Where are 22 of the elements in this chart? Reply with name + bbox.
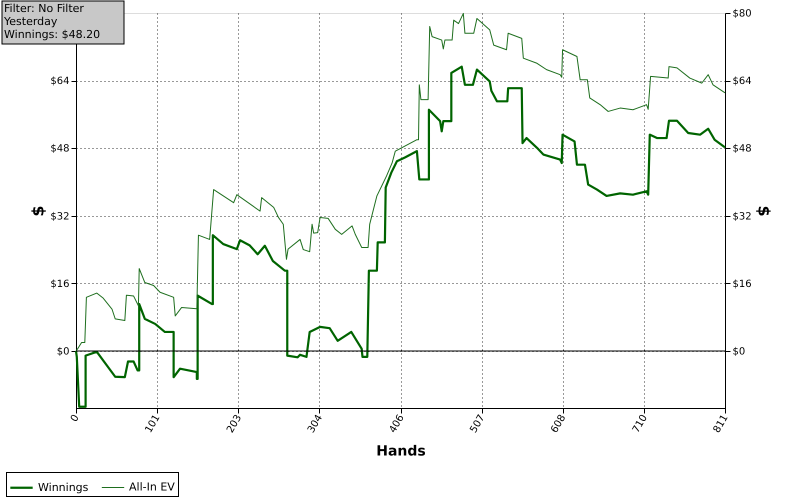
y2-tick-label: $48 [732,144,752,155]
annotation: Filter: No Filter [4,2,84,15]
annotation: Winnings: $48.20 [4,28,100,41]
y2-tick-label: $16 [732,278,752,290]
x-tick-label: 811 [712,413,731,436]
y-tick-label: $0 [56,346,70,358]
y-tick-label: $64 [50,76,70,88]
y-tick-label: $48 [50,144,70,155]
text: Yesterday [3,15,58,28]
y2-tick-label: $0 [732,346,746,358]
y2-tick-label: $80 [732,8,752,20]
x-tick-label: 101 [143,413,163,436]
legend-label: All-In EV [129,480,176,494]
legend-label: Winnings [38,480,89,494]
y-tick-label: $32 [50,211,70,222]
x-tick-label: 0 [68,413,82,424]
x-axis-title: Hands [376,444,426,460]
y-axis-title: $ [28,205,48,217]
y2-axis-title: $ [754,205,774,217]
y2-tick-label: $32 [732,211,752,222]
y-tick-label: $16 [50,278,70,290]
y2-tick-label: $64 [732,76,752,88]
